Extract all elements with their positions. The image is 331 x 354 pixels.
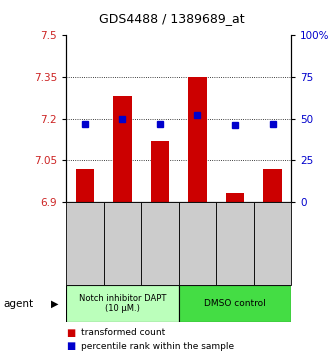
Text: GSM786186: GSM786186 [230,209,240,263]
Text: percentile rank within the sample: percentile rank within the sample [81,342,234,351]
Text: GSM786187: GSM786187 [268,209,277,263]
Text: DMSO control: DMSO control [204,299,266,308]
Text: agent: agent [3,298,33,309]
Text: GSM786185: GSM786185 [193,209,202,263]
Text: ▶: ▶ [51,298,58,309]
Text: GDS4488 / 1389689_at: GDS4488 / 1389689_at [99,12,245,25]
Bar [226,194,244,202]
Text: GSM786182: GSM786182 [80,209,89,263]
Text: ■: ■ [66,328,75,338]
Text: GSM786183: GSM786183 [118,209,127,263]
Text: Notch inhibitor DAPT
(10 μM.): Notch inhibitor DAPT (10 μM.) [79,294,166,313]
Bar [75,169,94,202]
Bar [66,285,179,322]
Bar [113,96,132,202]
Bar [151,141,169,202]
Bar [263,169,282,202]
Bar [179,285,291,322]
Bar [188,77,207,202]
Text: transformed count: transformed count [81,328,166,337]
Text: ■: ■ [66,341,75,351]
Text: GSM786184: GSM786184 [156,209,165,263]
